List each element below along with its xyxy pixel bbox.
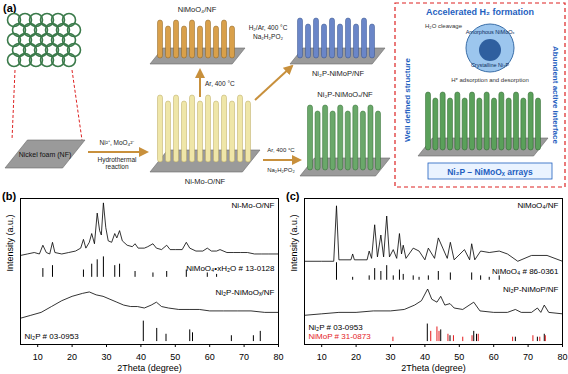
svg-text:Ni₂P # 03-0953: Ni₂P # 03-0953 bbox=[25, 332, 80, 341]
svg-text:10: 10 bbox=[33, 352, 43, 362]
svg-text:(a): (a) bbox=[3, 2, 17, 14]
svg-text:2Theta (degree): 2Theta (degree) bbox=[117, 363, 182, 373]
html-text:(c): (c) bbox=[286, 190, 300, 202]
svg-text:Abundent active interface: Abundent active interface bbox=[551, 46, 560, 144]
svg-text:10: 10 bbox=[317, 352, 327, 362]
svg-text:Ni-Mo-O/NF: Ni-Mo-O/NF bbox=[185, 177, 226, 186]
svg-text:Ni₂P-NiMoP/NF: Ni₂P-NiMoP/NF bbox=[312, 69, 364, 78]
svg-text:Amorphous NiMoOₓ: Amorphous NiMoOₓ bbox=[466, 29, 515, 35]
svg-text:NiMoO₄/NF: NiMoO₄/NF bbox=[178, 5, 217, 14]
svg-text:Ni-Mo-O/NF: Ni-Mo-O/NF bbox=[231, 201, 274, 210]
svg-text:40: 40 bbox=[136, 352, 146, 362]
svg-text:20: 20 bbox=[67, 352, 77, 362]
svg-text:NiMoO₄•xH₂O # 13-0128: NiMoO₄•xH₂O # 13-0128 bbox=[186, 264, 275, 273]
svg-text:Well defined structure: Well defined structure bbox=[403, 58, 412, 142]
svg-text:Hydrothermal: Hydrothermal bbox=[97, 156, 137, 163]
svg-text:80: 80 bbox=[557, 352, 567, 362]
svg-text:70: 70 bbox=[523, 352, 533, 362]
svg-text:80: 80 bbox=[273, 352, 283, 362]
svg-text:H* adsorption and desorption: H* adsorption and desorption bbox=[451, 77, 529, 83]
svg-text:reaction: reaction bbox=[105, 163, 129, 170]
svg-text:H₂O cleavage: H₂O cleavage bbox=[425, 23, 463, 29]
svg-text:Ar, 400 °C: Ar, 400 °C bbox=[205, 80, 235, 87]
svg-text:2Theta (degree): 2Theta (degree) bbox=[401, 363, 466, 373]
svg-text:Intensity (a.u.): Intensity (a.u.) bbox=[5, 214, 15, 271]
svg-text:Na₂H₂PO₂: Na₂H₂PO₂ bbox=[253, 33, 283, 40]
svg-text:40: 40 bbox=[420, 352, 430, 362]
svg-text:NiMoO₄/NF: NiMoO₄/NF bbox=[517, 201, 558, 210]
svg-text:Ni₂P-NiMoOₓ/NF: Ni₂P-NiMoOₓ/NF bbox=[215, 288, 274, 297]
svg-text:Intensity (a.u.): Intensity (a.u.) bbox=[289, 214, 299, 271]
svg-text:Crystalline Ni₂P: Crystalline Ni₂P bbox=[471, 62, 510, 68]
svg-text:H₂/Ar, 400 °C: H₂/Ar, 400 °C bbox=[249, 24, 288, 31]
svg-text:Ni₂P-NiMoOₓ/NF: Ni₂P-NiMoOₓ/NF bbox=[317, 90, 373, 99]
svg-text:Ni₂P # 03-0953: Ni₂P # 03-0953 bbox=[309, 323, 364, 332]
svg-text:NiMoP # 31-0873: NiMoP # 31-0873 bbox=[309, 332, 372, 341]
svg-text:Ni₂P – NiMoOₓ arrays: Ni₂P – NiMoOₓ arrays bbox=[447, 167, 533, 177]
svg-text:20: 20 bbox=[351, 352, 361, 362]
svg-text:30: 30 bbox=[385, 352, 395, 362]
svg-text:50: 50 bbox=[454, 352, 464, 362]
svg-text:Accelerated H₂ formation: Accelerated H₂ formation bbox=[426, 7, 534, 17]
svg-text:50: 50 bbox=[170, 352, 180, 362]
svg-text:30: 30 bbox=[101, 352, 111, 362]
svg-text:Na₂H₂PO₂: Na₂H₂PO₂ bbox=[267, 167, 295, 173]
svg-text:Ar, 400 °C: Ar, 400 °C bbox=[267, 147, 295, 153]
svg-text:Ni²⁺, MoO₄²⁻: Ni²⁺, MoO₄²⁻ bbox=[100, 139, 135, 146]
svg-text:60: 60 bbox=[205, 352, 215, 362]
svg-text:Ni₂P-NiMoP/NF: Ni₂P-NiMoP/NF bbox=[503, 285, 559, 294]
svg-text:NiMoO₄ # 86-0361: NiMoO₄ # 86-0361 bbox=[492, 267, 559, 276]
svg-text:Nickel foam (NF): Nickel foam (NF) bbox=[19, 151, 72, 159]
html-text:(b): (b) bbox=[2, 190, 16, 202]
svg-text:60: 60 bbox=[489, 352, 499, 362]
svg-text:70: 70 bbox=[239, 352, 249, 362]
